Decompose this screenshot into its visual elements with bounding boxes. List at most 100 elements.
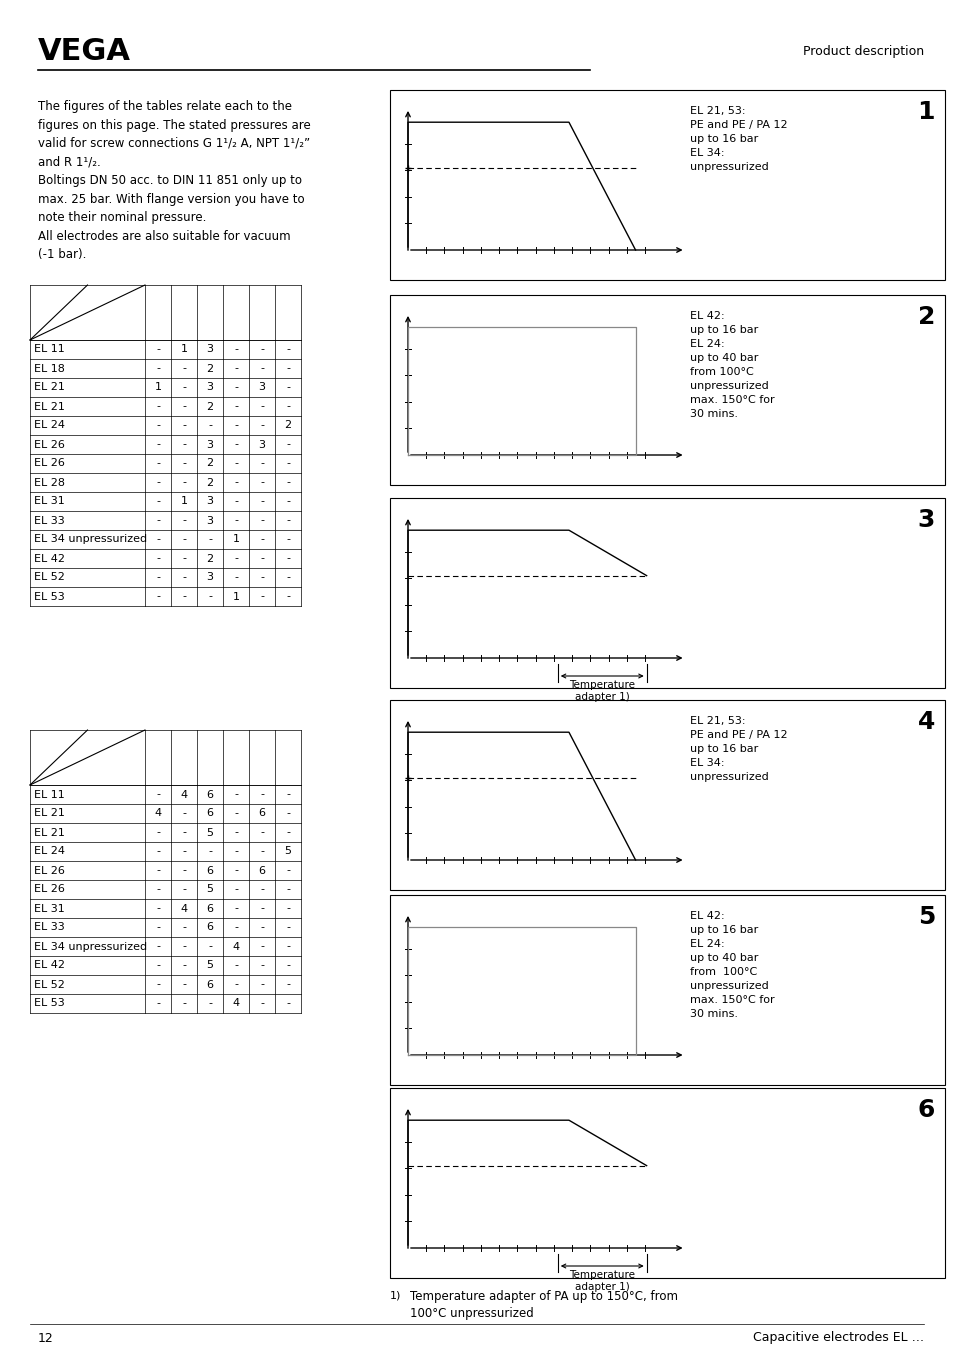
Text: -: - (233, 458, 237, 469)
Text: -: - (233, 553, 237, 564)
Text: 6: 6 (206, 790, 213, 799)
Text: EL 21: EL 21 (34, 383, 65, 392)
Text: 3: 3 (206, 345, 213, 354)
Text: -: - (156, 364, 160, 373)
Text: EL 26: EL 26 (34, 458, 65, 469)
Text: -: - (233, 884, 237, 895)
Text: Capacitive electrodes EL …: Capacitive electrodes EL … (752, 1332, 923, 1344)
Text: -: - (260, 941, 264, 952)
Text: -: - (182, 592, 186, 602)
Text: EL 28: EL 28 (34, 477, 65, 488)
Text: -: - (156, 345, 160, 354)
Text: EL 11: EL 11 (34, 345, 65, 354)
Text: -: - (286, 515, 290, 526)
Text: -: - (260, 572, 264, 583)
Text: 3: 3 (258, 439, 265, 449)
Text: -: - (156, 496, 160, 507)
Text: Temperature adapter of PA up to 150°C, from
100°C unpressurized: Temperature adapter of PA up to 150°C, f… (410, 1290, 678, 1320)
Text: -: - (182, 477, 186, 488)
Text: -: - (233, 364, 237, 373)
Text: -: - (260, 420, 264, 430)
Text: EL 21, 53:
PE and PE / PA 12
up to 16 bar
EL 34:
unpressurized: EL 21, 53: PE and PE / PA 12 up to 16 ba… (689, 717, 786, 781)
Text: 3: 3 (206, 515, 213, 526)
Text: -: - (286, 553, 290, 564)
Text: -: - (286, 999, 290, 1009)
Text: -: - (208, 592, 212, 602)
Text: EL 26: EL 26 (34, 439, 65, 449)
Text: -: - (286, 941, 290, 952)
Text: 2: 2 (206, 458, 213, 469)
Text: 1: 1 (180, 496, 188, 507)
Text: 2: 2 (206, 364, 213, 373)
Text: -: - (286, 790, 290, 799)
Bar (390, 1088, 944, 1278)
Text: -: - (156, 553, 160, 564)
Text: -: - (156, 922, 160, 933)
Text: 4: 4 (233, 999, 239, 1009)
Text: 5: 5 (206, 960, 213, 971)
Text: -: - (286, 458, 290, 469)
Text: -: - (260, 345, 264, 354)
Text: -: - (286, 865, 290, 876)
Text: -: - (233, 439, 237, 449)
Text: -: - (182, 827, 186, 837)
Text: -: - (286, 477, 290, 488)
Text: -: - (260, 534, 264, 545)
Bar (390, 91, 944, 280)
Text: -: - (156, 979, 160, 990)
Text: -: - (233, 827, 237, 837)
Text: -: - (208, 846, 212, 857)
Text: 6: 6 (206, 865, 213, 876)
Text: -: - (260, 458, 264, 469)
Text: -: - (260, 960, 264, 971)
Text: -: - (233, 402, 237, 411)
Text: EL 33: EL 33 (34, 922, 65, 933)
Text: EL 42:
up to 16 bar
EL 24:
up to 40 bar
from  100°C
unpressurized
max. 150°C for: EL 42: up to 16 bar EL 24: up to 40 bar … (689, 911, 774, 1019)
Text: -: - (156, 827, 160, 837)
Text: -: - (182, 941, 186, 952)
Text: -: - (260, 903, 264, 914)
Text: -: - (286, 439, 290, 449)
Text: 4: 4 (180, 790, 188, 799)
Text: -: - (260, 979, 264, 990)
Text: -: - (286, 383, 290, 392)
Text: -: - (286, 345, 290, 354)
Text: 2: 2 (206, 477, 213, 488)
Text: -: - (260, 477, 264, 488)
Text: 6: 6 (258, 865, 265, 876)
Text: -: - (156, 439, 160, 449)
Text: -: - (260, 846, 264, 857)
Text: EL 42:
up to 16 bar
EL 24:
up to 40 bar
from 100°C
unpressurized
max. 150°C for
: EL 42: up to 16 bar EL 24: up to 40 bar … (689, 311, 774, 419)
Text: 1): 1) (390, 1290, 401, 1301)
Text: -: - (156, 846, 160, 857)
Text: -: - (156, 865, 160, 876)
Text: 3: 3 (206, 496, 213, 507)
Text: -: - (260, 496, 264, 507)
Text: 6: 6 (206, 903, 213, 914)
Text: -: - (260, 827, 264, 837)
Text: 1: 1 (917, 100, 934, 124)
Text: -: - (208, 534, 212, 545)
Text: -: - (286, 903, 290, 914)
Text: The figures of the tables relate each to the
figures on this page. The stated pr: The figures of the tables relate each to… (38, 100, 311, 261)
Text: EL 31: EL 31 (34, 903, 65, 914)
Text: -: - (182, 553, 186, 564)
Text: Temperature
adapter 1): Temperature adapter 1) (569, 1270, 635, 1291)
Text: -: - (208, 420, 212, 430)
Text: -: - (260, 553, 264, 564)
Text: 3: 3 (917, 508, 934, 531)
Text: -: - (182, 922, 186, 933)
Text: -: - (156, 458, 160, 469)
Text: -: - (286, 592, 290, 602)
Text: -: - (156, 960, 160, 971)
Text: EL 21: EL 21 (34, 808, 65, 818)
Text: 5: 5 (284, 846, 292, 857)
Text: -: - (182, 458, 186, 469)
Text: -: - (233, 922, 237, 933)
Text: -: - (182, 865, 186, 876)
Text: -: - (286, 827, 290, 837)
Text: 3: 3 (206, 439, 213, 449)
Text: -: - (286, 922, 290, 933)
Text: -: - (260, 884, 264, 895)
Text: -: - (286, 884, 290, 895)
